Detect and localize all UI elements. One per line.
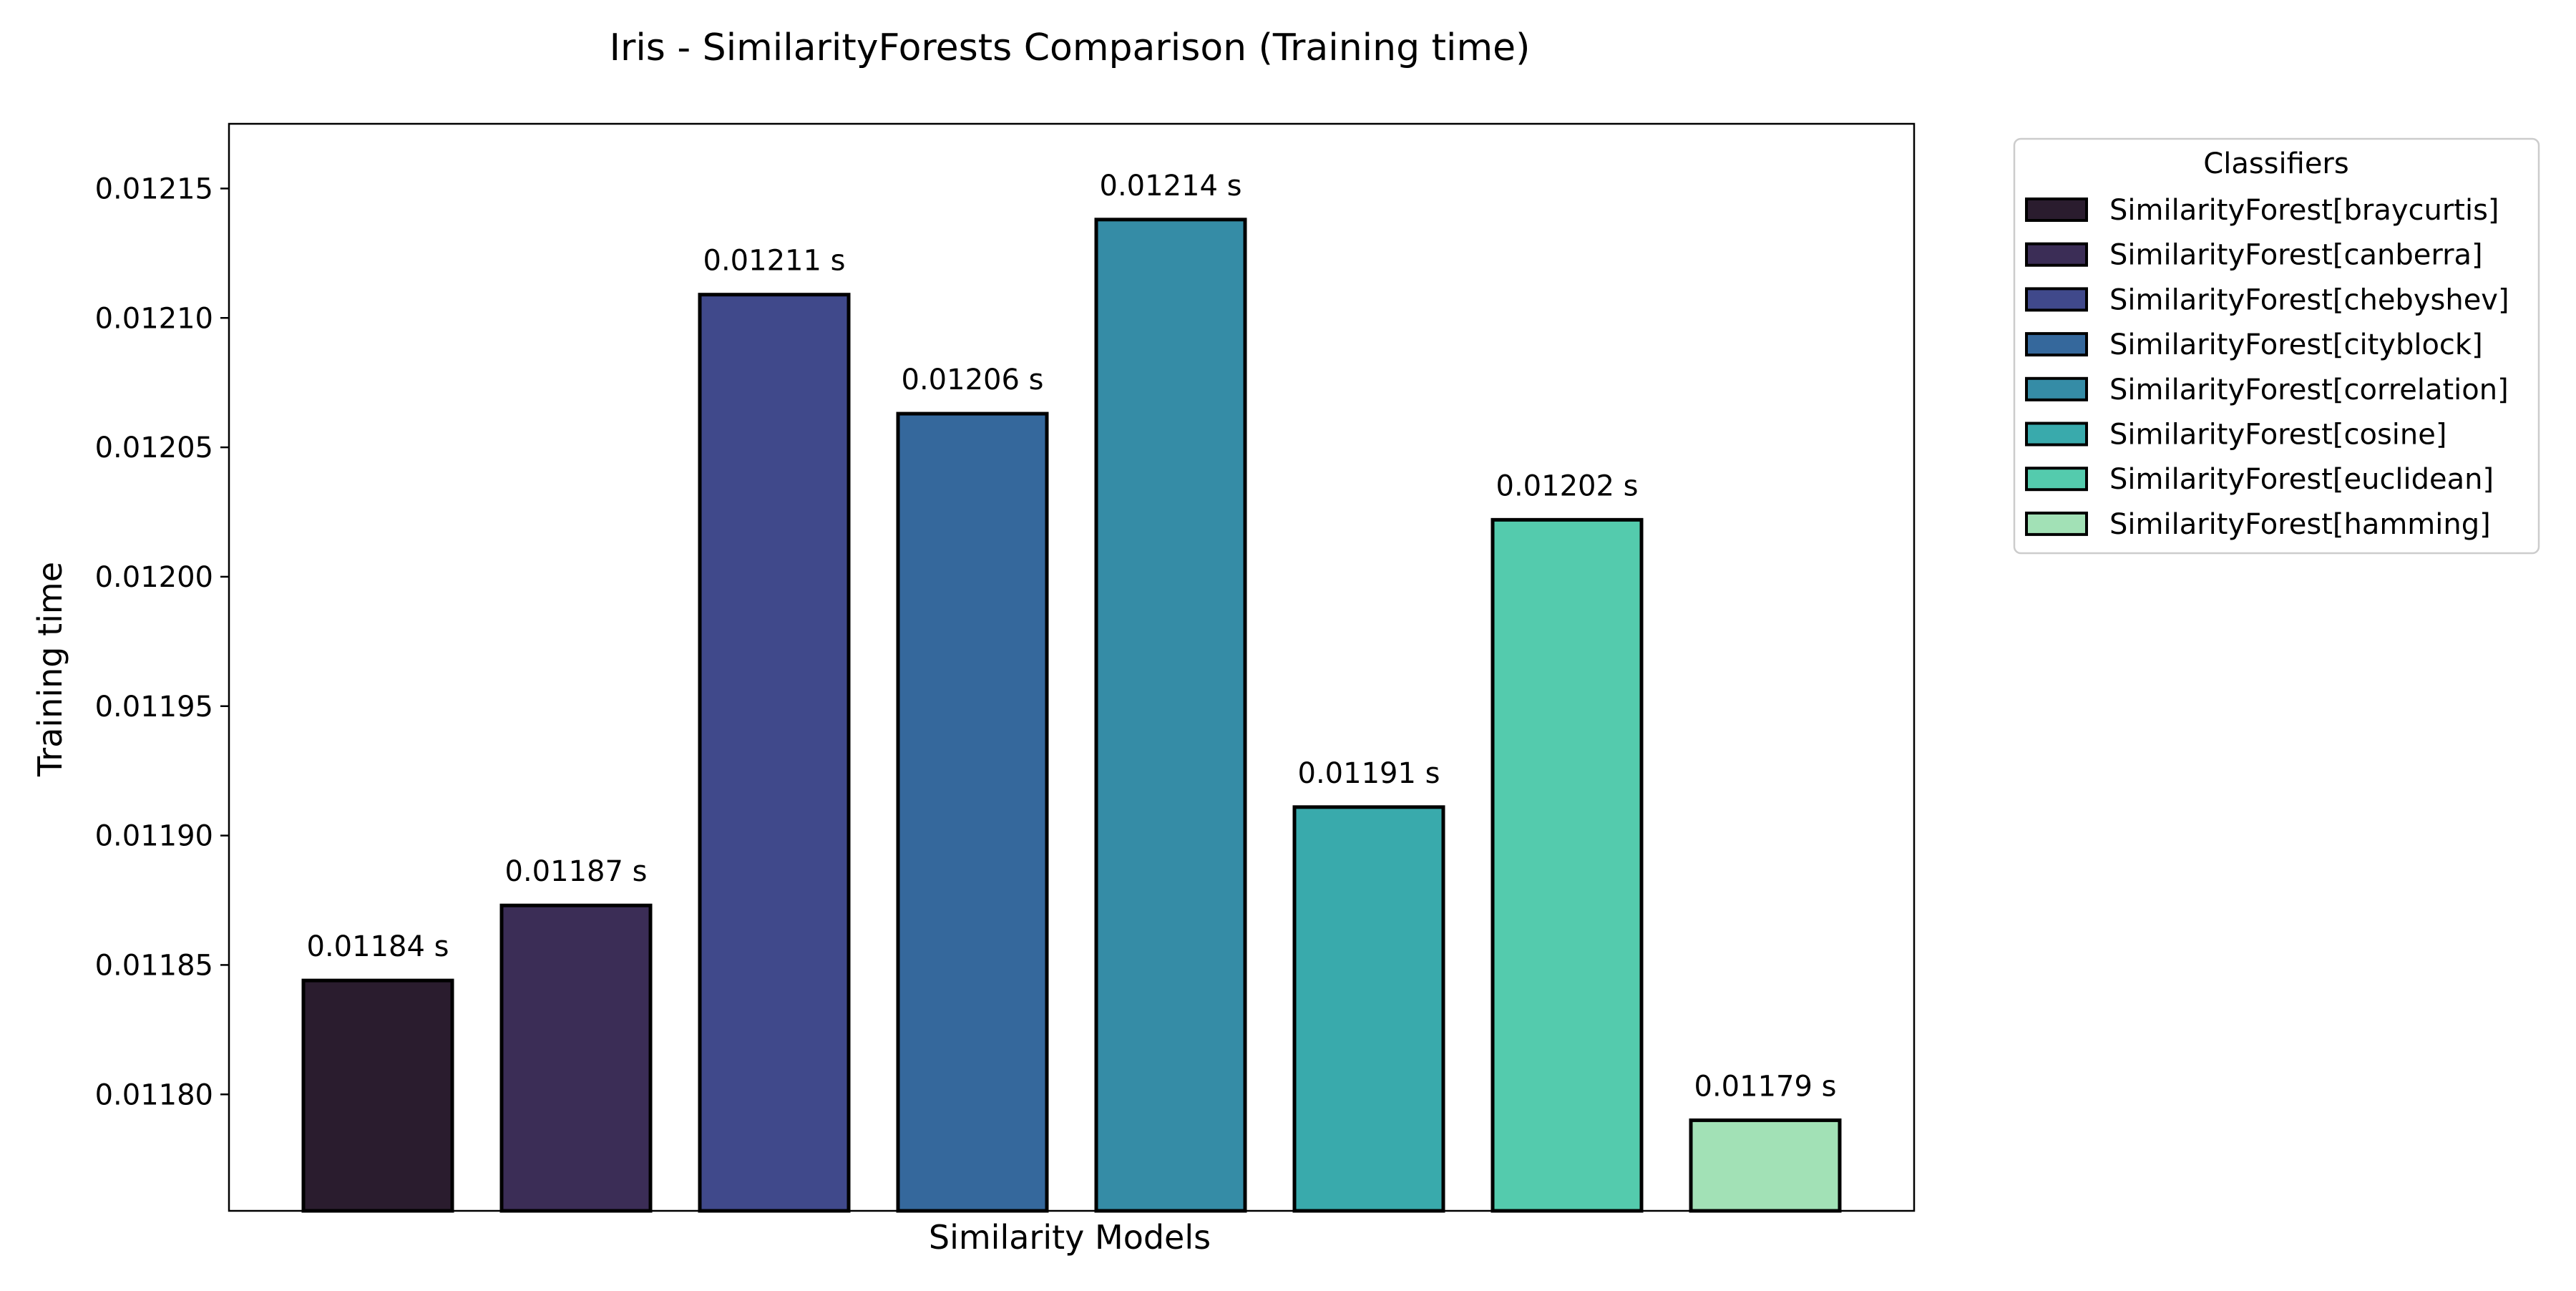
legend-label: SimilarityForest[cosine] bbox=[2109, 419, 2446, 452]
legend-label: SimilarityForest[hamming] bbox=[2109, 508, 2491, 541]
legend: Classifiers SimilarityForest[braycurtis]… bbox=[2013, 137, 2540, 555]
legend-label: SimilarityForest[euclidean] bbox=[2109, 463, 2494, 496]
bar-value-label: 0.01214 s bbox=[1100, 170, 1242, 203]
bar bbox=[896, 411, 1049, 1213]
bar bbox=[1491, 517, 1644, 1213]
bar-value-label: 0.01211 s bbox=[703, 245, 846, 278]
y-tick-label: 0.01185 bbox=[95, 949, 213, 982]
bar-value-label: 0.01191 s bbox=[1298, 757, 1440, 790]
legend-swatch bbox=[2025, 287, 2088, 312]
y-tick-label: 0.01180 bbox=[95, 1078, 213, 1111]
bar bbox=[499, 903, 653, 1213]
legend-swatch bbox=[2025, 242, 2088, 267]
chart-title: Iris - SimilarityForests Comparison (Tra… bbox=[610, 26, 1531, 69]
y-axis-label: Training time bbox=[31, 562, 69, 777]
legend-swatch bbox=[2025, 422, 2088, 447]
y-tick-label: 0.01205 bbox=[95, 432, 213, 464]
bar-value-labels: 0.01184 s 0.01187 s 0.01211 s 0.01206 s 0.01… bbox=[307, 170, 1837, 1104]
bar bbox=[1292, 805, 1445, 1213]
legend-label: SimilarityForest[correlation] bbox=[2109, 374, 2509, 406]
legend-label: SimilarityForest[chebyshev] bbox=[2109, 283, 2509, 316]
bar bbox=[1689, 1118, 1842, 1213]
y-tick-label: 0.01190 bbox=[95, 820, 213, 853]
bar bbox=[698, 293, 851, 1213]
legend-swatch bbox=[2025, 198, 2088, 222]
y-tick-label: 0.01195 bbox=[95, 691, 213, 724]
legend-swatch bbox=[2025, 332, 2088, 357]
x-axis-label: Similarity Models bbox=[929, 1218, 1211, 1257]
legend-items: SimilarityForest[braycurtis] SimilarityFo… bbox=[2025, 194, 2509, 541]
y-tick-label: 0.01210 bbox=[95, 302, 213, 335]
bar-value-label: 0.01184 s bbox=[307, 930, 449, 963]
bar bbox=[1094, 218, 1247, 1213]
legend-swatch bbox=[2025, 376, 2088, 401]
bar-value-label: 0.01206 s bbox=[902, 364, 1044, 396]
legend-swatch bbox=[2025, 467, 2088, 492]
bars bbox=[301, 218, 1842, 1213]
bar-value-label: 0.01202 s bbox=[1496, 469, 1639, 502]
legend-label: SimilarityForest[canberra] bbox=[2109, 239, 2483, 272]
y-axis-ticks: 0.01180 0.01185 0.01190 0.01195 0.01200 0.012… bbox=[95, 172, 229, 1111]
legend-frame bbox=[2013, 137, 2540, 555]
legend-title: Classifiers bbox=[2203, 147, 2348, 180]
legend-label: SimilarityForest[cityblock] bbox=[2109, 328, 2483, 361]
bar-value-label: 0.01187 s bbox=[505, 855, 648, 888]
plot-frame bbox=[228, 122, 1916, 1212]
y-tick-label: 0.01200 bbox=[95, 561, 213, 594]
legend-label: SimilarityForest[braycurtis] bbox=[2109, 194, 2499, 227]
legend-swatch bbox=[2025, 511, 2088, 536]
y-tick-label: 0.01215 bbox=[95, 172, 213, 205]
bar bbox=[301, 978, 454, 1213]
bar-value-label: 0.01179 s bbox=[1694, 1070, 1837, 1103]
